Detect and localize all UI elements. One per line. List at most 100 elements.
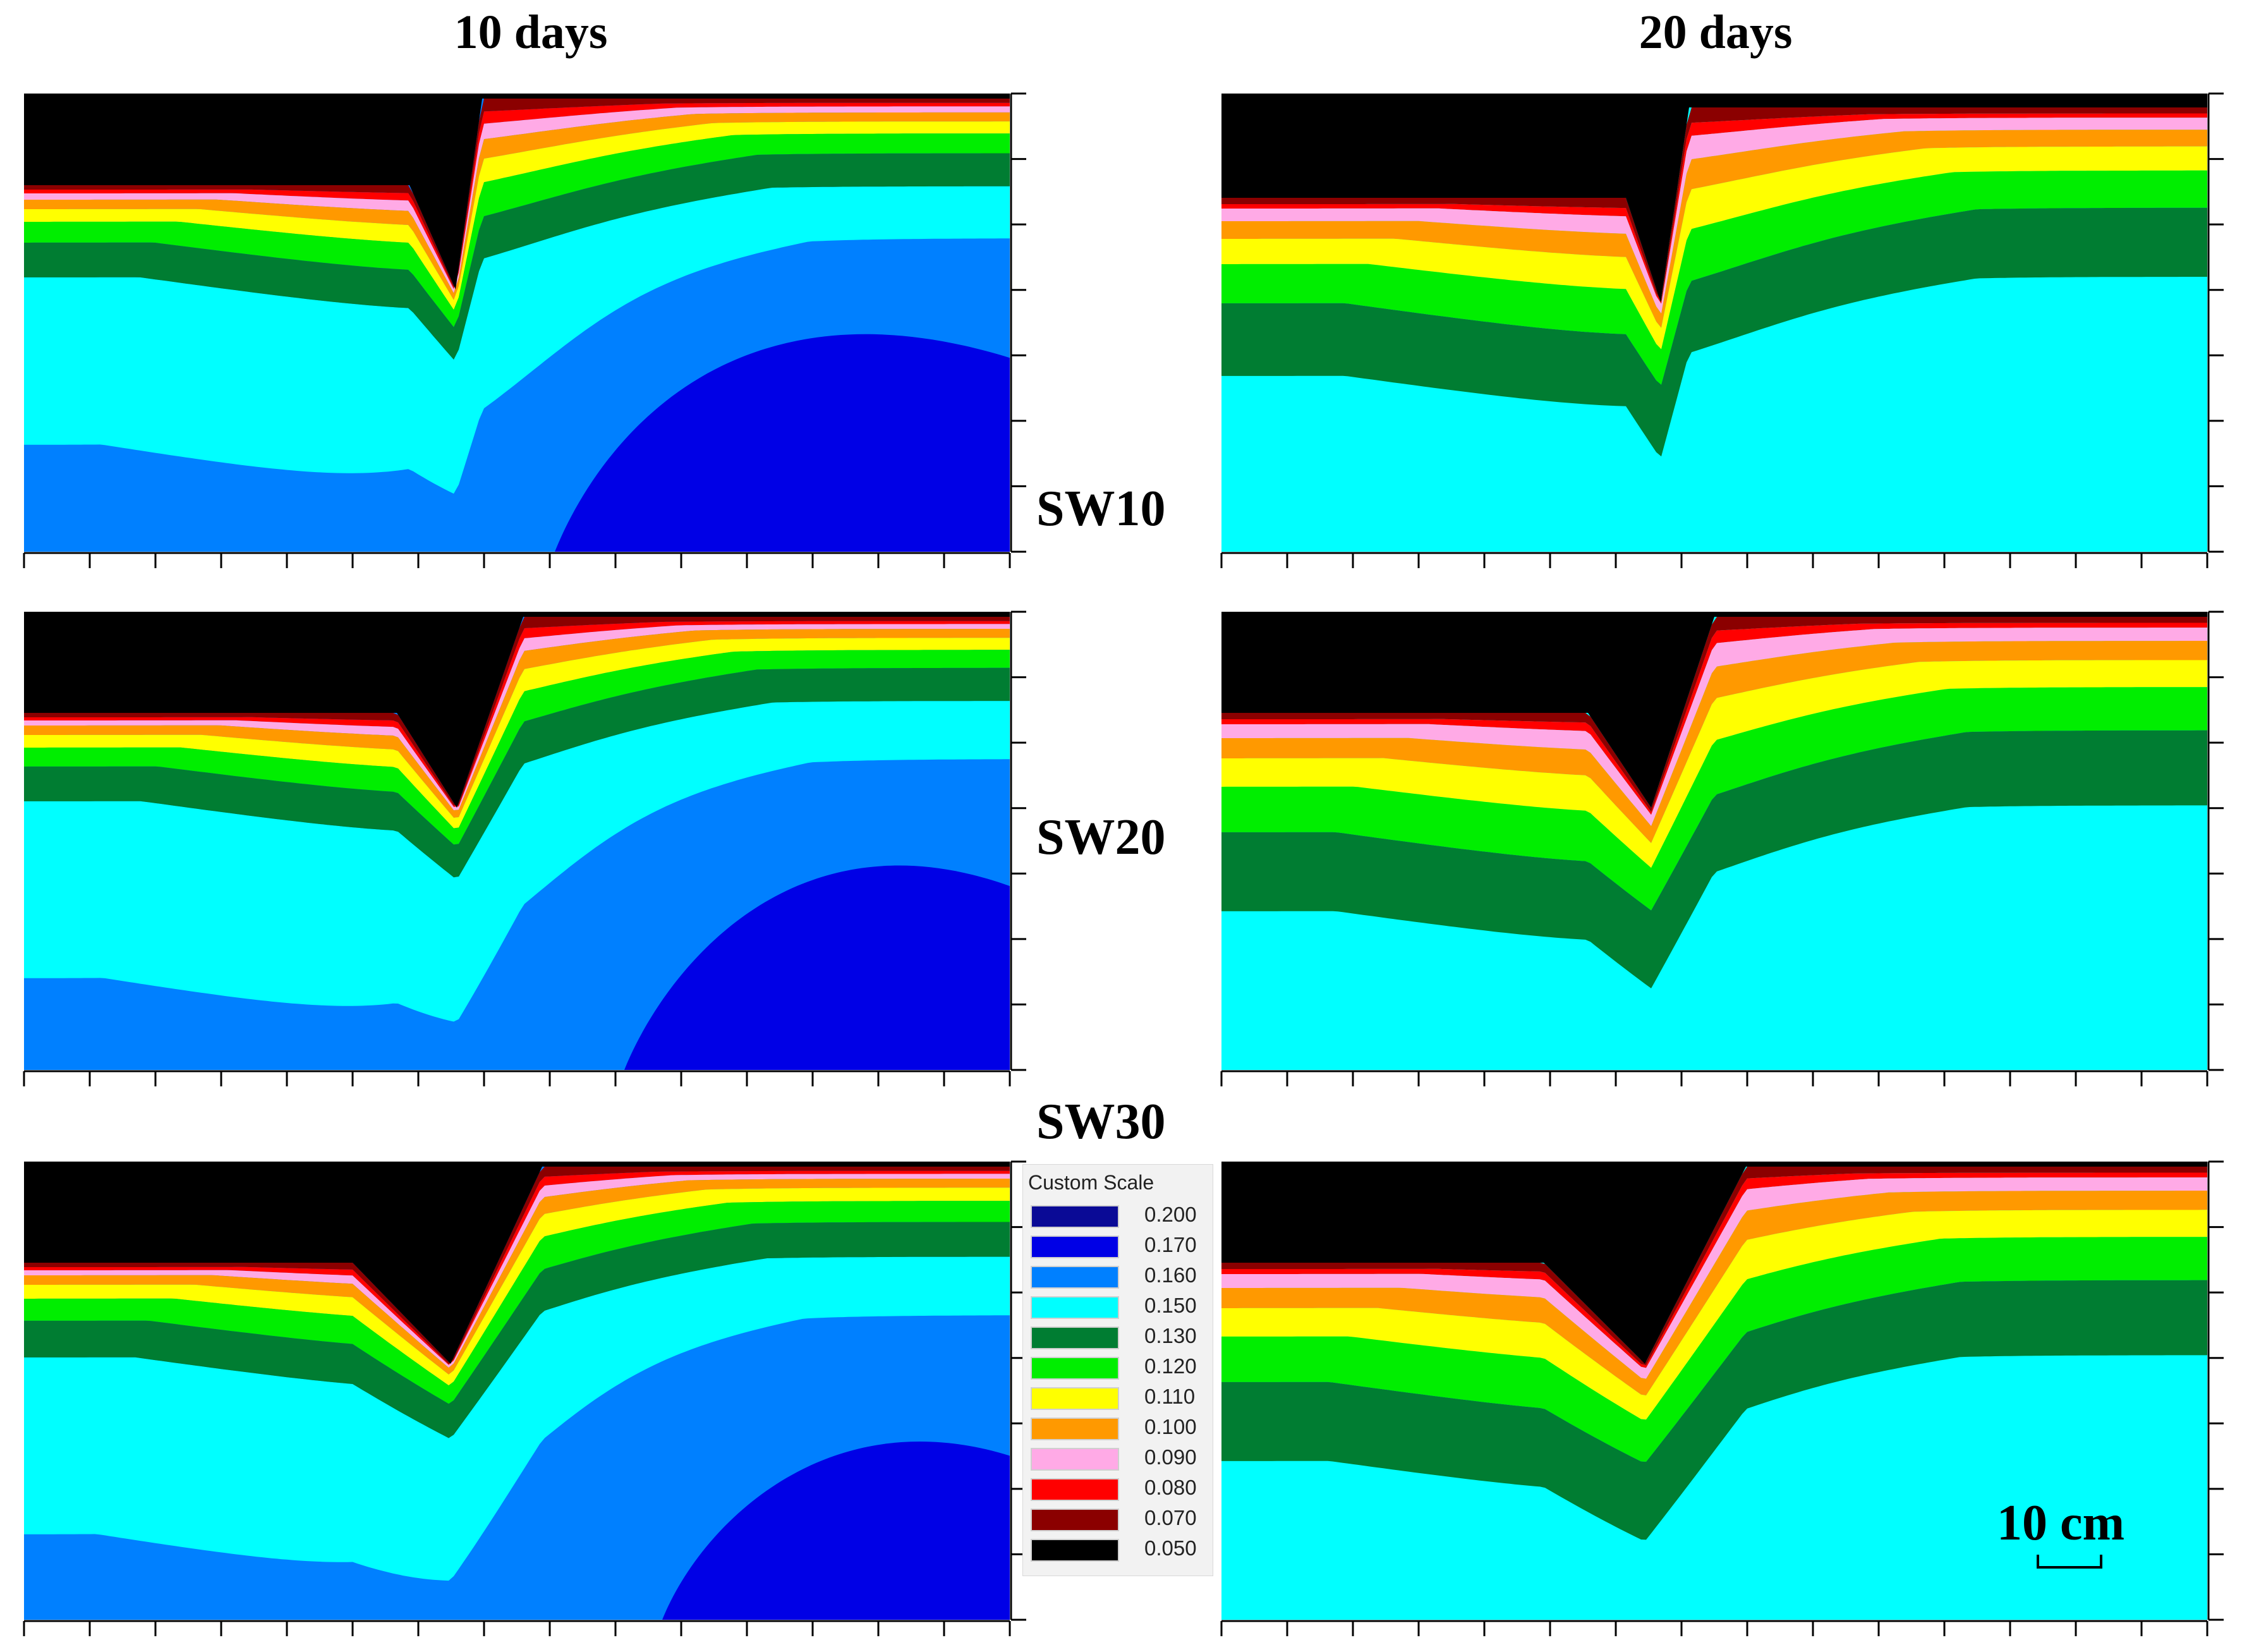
contour-band-pink [1221,1177,2207,1379]
contour-band-green [1221,687,2207,911]
legend-item: 0.080 [1031,1474,1208,1502]
row-label-sw20: SW20 [1036,810,1166,865]
legend-label: 0.100 [1144,1415,1197,1438]
legend-label: 0.160 [1144,1263,1197,1287]
contour-band-red [24,1170,1010,1365]
column-title-10-days: 10 days [454,6,608,59]
panel-sw20-20-days [1216,607,2227,1100]
legend-swatch [1031,1539,1119,1562]
legend-label: 0.120 [1144,1354,1197,1378]
contour-band-yellow [24,121,1010,310]
contour-band-pink [1221,628,2207,827]
contour-layers [1221,94,2207,552]
legend-item: 0.200 [1031,1201,1208,1229]
contour-layers [24,94,1010,552]
legend-swatch [1031,1357,1119,1380]
dark-blue-layer [662,1442,1010,1620]
scale-bar-label: 10 cm [1997,1495,2125,1551]
dry-region [1221,94,2207,302]
legend-swatch [1031,1418,1119,1440]
legend-label: 0.110 [1144,1385,1196,1408]
legend-swatch [1031,1205,1119,1228]
legend-swatch [1031,1509,1119,1531]
contour-band-green [1221,170,2207,385]
legend-swatch [1031,1236,1119,1258]
legend-swatch [1031,1266,1119,1289]
axis-ticks [23,92,1026,568]
contour-layers [1221,612,2207,1070]
panel-sw20-10-days [19,607,1030,1100]
contour-band-orange [1221,1191,2207,1395]
dry-region [24,94,1010,289]
legend-item: 0.110 [1031,1383,1208,1411]
contour-band-dred [24,1167,1010,1364]
legend-label: 0.090 [1144,1445,1197,1469]
legend-label: 0.150 [1144,1294,1197,1317]
contour-layers [24,1162,1010,1620]
legend-item: 0.170 [1031,1232,1208,1260]
contour-band-yellow [1221,1210,2207,1420]
contour-band-green [1221,1237,2207,1462]
contour-layers [24,612,1010,1070]
contour-plot [23,610,1026,1086]
axis-ticks [1220,610,2224,1086]
column-title-20-days: 20 days [1639,6,1793,59]
contour-band-yellow [1221,660,2207,868]
cyan-layer [24,1256,1010,1581]
contour-band-dgreen [24,1222,1010,1438]
contour-plot [1220,92,2224,568]
legend-swatch [1031,1327,1119,1349]
contour-band-red [1221,1172,2207,1368]
scale-bar [2037,1555,2102,1569]
dark-blue-layer [555,334,1010,552]
contour-plot [1220,1160,2224,1636]
legend-item: 0.130 [1031,1323,1208,1351]
dry-region [24,1162,1010,1364]
legend-item: 0.050 [1031,1535,1208,1563]
legend-label: 0.130 [1144,1324,1197,1347]
dry-region [24,612,1010,808]
axis-ticks [23,610,1026,1086]
legend-item: 0.160 [1031,1262,1208,1290]
axis-ticks [1220,92,2224,568]
contour-band-green [24,1201,1010,1404]
contour-band-dred [1221,1167,2207,1366]
panel-sw30-20-days [1216,1157,2227,1649]
contour-band-dgreen [1221,730,2207,988]
contour-band-pink [24,106,1010,293]
cyan-layer [24,186,1010,494]
panel-sw10-20-days [1216,88,2227,581]
contour-band-orange [24,112,1010,300]
contour-band-pink [24,624,1010,811]
dry-region [1221,612,2207,808]
contour-band-orange [1221,130,2207,328]
panel-sw10-10-days [19,88,1030,581]
row-label-sw10: SW10 [1036,481,1166,537]
contour-band-green [24,133,1010,327]
contour-band-dgreen [1221,207,2207,457]
contour-band-dred [1221,617,2207,812]
color-scale-legend: Custom Scale 0.200 0.170 0.160 0.150 0.1… [1022,1164,1213,1576]
contour-band-pink [24,1174,1010,1368]
contour-plot [23,92,1026,568]
contour-layers [1221,1162,2207,1620]
legend-item: 0.120 [1031,1353,1208,1381]
axis-ticks [23,1160,1026,1636]
legend-title: Custom Scale [1028,1171,1154,1194]
legend-item: 0.090 [1031,1444,1208,1472]
contour-band-dgreen [1221,1280,2207,1540]
contour-band-orange [1221,641,2207,844]
row-label-sw30: SW30 [1036,1094,1166,1150]
dry-region [1221,1162,2207,1364]
contour-band-yellow [1221,146,2207,349]
legend-item: 0.070 [1031,1505,1208,1533]
contour-band-pink [1221,118,2207,314]
legend-swatch [1031,1448,1119,1471]
contour-plot [23,1160,1026,1636]
legend-item: 0.150 [1031,1292,1208,1320]
dark-blue-layer [624,865,1010,1070]
legend-label: 0.070 [1144,1506,1197,1529]
panel-sw30-10-days [19,1157,1030,1649]
legend-label: 0.200 [1144,1203,1197,1226]
legend-label: 0.080 [1144,1476,1197,1499]
